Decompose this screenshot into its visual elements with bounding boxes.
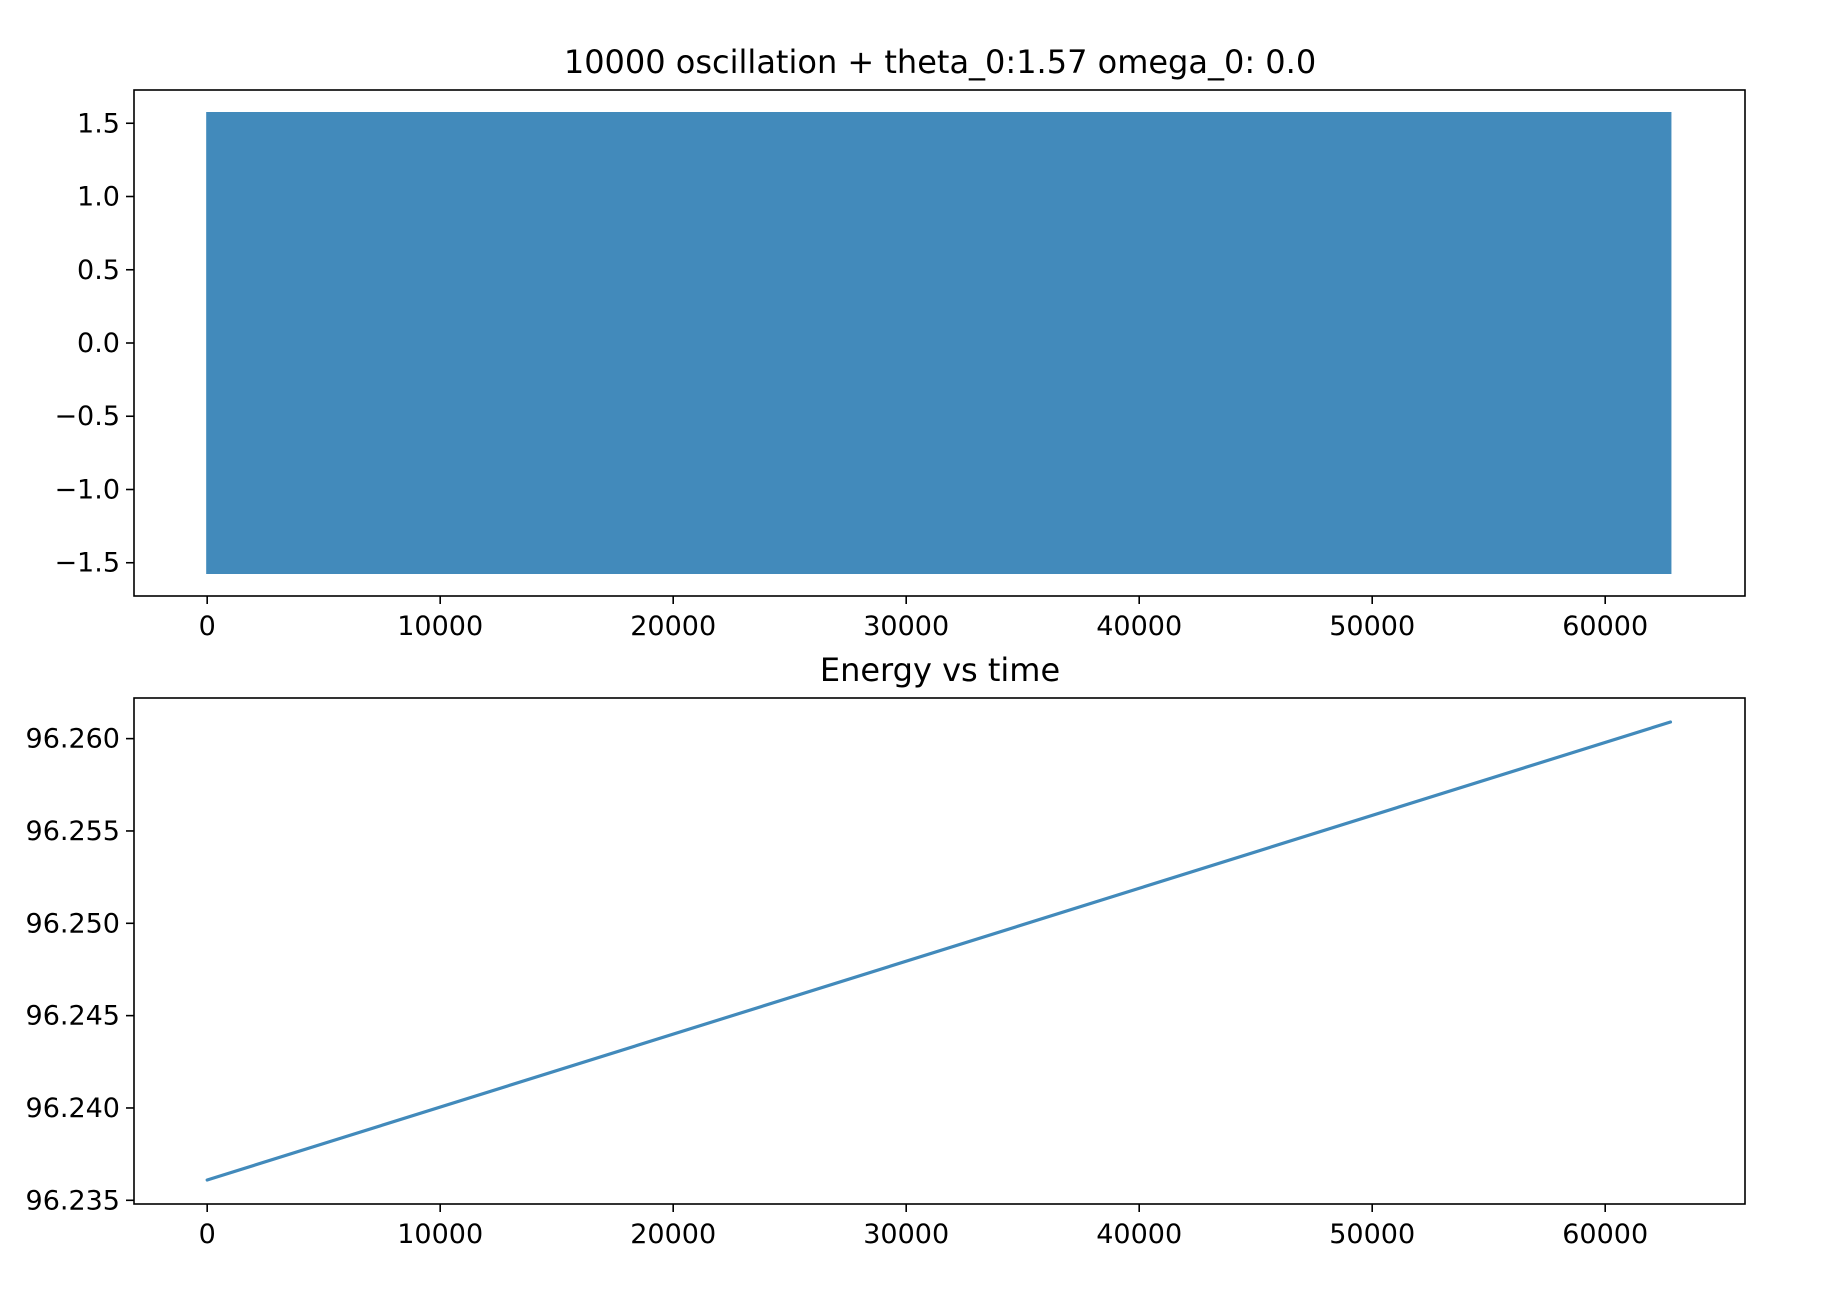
energy-plot-marks	[205, 720, 1673, 1182]
angle-y-tick-label: 0.0	[77, 328, 120, 359]
angle-plot-marks	[206, 112, 1672, 574]
angle-x-tick-label: 0	[199, 611, 216, 642]
angle-y-tick-label: −1.0	[54, 474, 120, 505]
energy-x-tick-label: 20000	[630, 1219, 716, 1250]
angle-y-tick-label: −1.5	[54, 548, 120, 579]
angle-x-tick-label: 30000	[863, 611, 949, 642]
energy-y-tick-label: 96.235	[26, 1185, 120, 1216]
energy-y-tick-label: 96.245	[26, 1001, 120, 1032]
angle-x-tick-label: 40000	[1096, 611, 1182, 642]
energy-y-tick-label: 96.240	[26, 1093, 120, 1124]
angle-y-tick-label: 0.5	[77, 255, 120, 286]
energy-y-tick-label: 96.260	[26, 724, 120, 755]
energy-x-tick-label: 10000	[397, 1219, 483, 1250]
energy-x-tick-label: 50000	[1329, 1219, 1415, 1250]
angle-series-line	[206, 112, 1672, 574]
energy-plot-y-axis: 96.260 96.255 96.250 96.245 96.240 96.235	[26, 724, 134, 1216]
energy-series-line	[205, 720, 1673, 1182]
energy-x-tick-label: 30000	[863, 1219, 949, 1250]
energy-plot-frame	[133, 697, 1746, 1205]
energy-x-tick-label: 0	[199, 1219, 216, 1250]
angle-y-tick-label: 1.0	[77, 182, 120, 213]
angle-x-tick-label: 50000	[1329, 611, 1415, 642]
angle-x-tick-label: 60000	[1562, 611, 1648, 642]
angle-y-tick-label: −0.5	[54, 401, 120, 432]
energy-y-tick-label: 96.250	[26, 908, 120, 939]
angle-subplot: 10000 oscillation + theta_0:1.57 omega_0…	[54, 43, 1746, 642]
energy-y-tick-label: 96.255	[26, 816, 120, 847]
angle-x-tick-label: 10000	[397, 611, 483, 642]
energy-x-tick-label: 60000	[1562, 1219, 1648, 1250]
energy-x-tick-label: 40000	[1096, 1219, 1182, 1250]
energy-plot-x-axis: 0 10000 20000 30000 40000 50000 60000	[199, 1204, 1648, 1250]
angle-plot-y-axis: 1.5 1.0 0.5 0.0 −0.5 −1.0 −1.5	[54, 108, 134, 579]
energy-subplot: Energy vs time 0 10000 20000 30000 40000 5000…	[26, 651, 1746, 1250]
energy-plot-title: Energy vs time	[820, 651, 1060, 689]
angle-plot-title: 10000 oscillation + theta_0:1.57 omega_0…	[564, 43, 1316, 81]
angle-plot-x-axis: 0 10000 20000 30000 40000 50000 60000	[199, 596, 1648, 642]
angle-y-tick-label: 1.5	[77, 108, 120, 139]
angle-x-tick-label: 20000	[630, 611, 716, 642]
